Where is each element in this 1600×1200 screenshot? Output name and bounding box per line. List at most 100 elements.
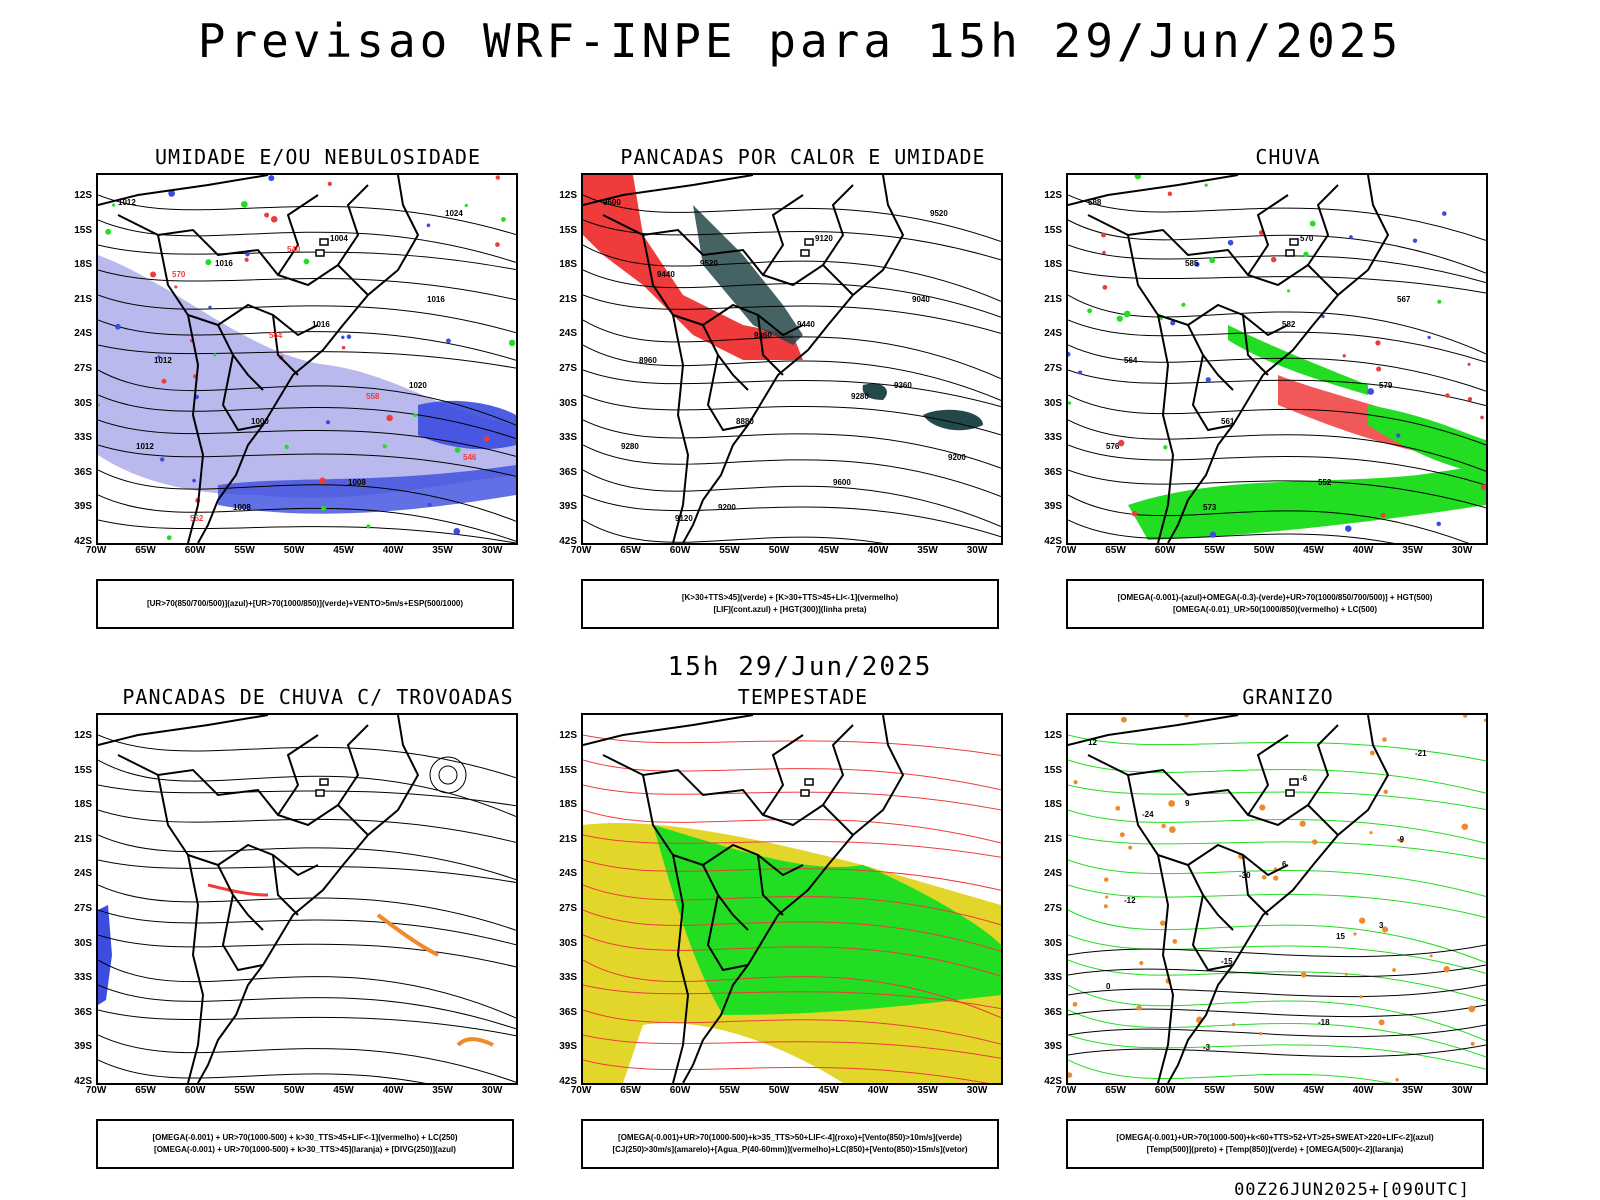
lat-tick-label: 36S (74, 1006, 92, 1018)
lat-tick-label: 21S (74, 833, 92, 845)
contour-label: -30 (1239, 871, 1251, 880)
lon-tick-label: 30W (481, 545, 503, 556)
contour-label: 9360 (754, 331, 772, 340)
contour-label: 9200 (948, 453, 966, 462)
contour-label: -21 (1415, 749, 1427, 758)
lat-tick-label: 39S (74, 501, 92, 513)
contour-label: 9520 (700, 259, 718, 268)
contour-label: 9280 (621, 442, 639, 451)
contour-label: 540 (287, 245, 301, 254)
lon-tick-label: 50W (1253, 1085, 1275, 1096)
legend-trovoadas: [OMEGA(-0.001) + UR>70(1000-500) + k>30_… (96, 1119, 514, 1169)
lat-tick-label: 18S (74, 259, 92, 271)
legend-umidade: [UR>70(850/700/500)](azul)+[UR>70(1000/8… (96, 579, 514, 629)
lat-tick-label: 42S (74, 1076, 92, 1087)
lat-tick-label: 36S (1044, 466, 1062, 478)
lat-tick-label: 33S (1044, 972, 1062, 984)
map-pancadas-calor: 9600 9520 9440 9360 9280 9200 9120 9040 8960 8880… (581, 173, 1003, 545)
main-title: Previsao WRF-INPE para 15h 29/Jun/2025 (197, 14, 1403, 68)
lon-tick-label: 70W (570, 1085, 592, 1096)
lat-tick-label: 12S (559, 190, 577, 201)
contour-label: 9440 (657, 270, 675, 279)
lat-tick-label: 24S (1044, 328, 1062, 340)
lon-tick-label: 50W (768, 1085, 790, 1096)
lon-tick-label: 45W (1303, 1085, 1324, 1096)
contour-label: 552 (190, 514, 204, 523)
lon-tick-label: 60W (1154, 545, 1176, 556)
lat-tick-label: 39S (1044, 501, 1062, 513)
map-canvas: 1012 1016 1016 1020 1012 1008 1004 1016 1012 1000… (98, 175, 516, 543)
lon-tick-label: 55W (1204, 545, 1225, 556)
contour-label: 564 (269, 331, 283, 340)
lat-tick-label: 42S (559, 536, 577, 547)
contour-label: 1012 (154, 356, 172, 365)
lon-tick-label: 55W (1204, 1085, 1225, 1096)
lat-tick-label: 27S (74, 903, 92, 914)
lat-tick-label: 27S (559, 903, 577, 914)
contour-label: 15 (1336, 932, 1345, 941)
lat-tick-label: 33S (74, 972, 92, 984)
lon-tick-label: 60W (669, 1085, 691, 1096)
lat-tick-label: 36S (559, 1006, 577, 1018)
contour-label: 9 (1185, 799, 1190, 808)
contour-label: -3 (1203, 1043, 1211, 1052)
lon-tick-label: 40W (867, 545, 889, 556)
lon-tick-label: 45W (818, 1085, 839, 1096)
lon-tick-label: 60W (669, 545, 691, 556)
lat-tick-label: 42S (1044, 1076, 1062, 1087)
lat-tick-label: 33S (1044, 432, 1062, 444)
lon-tick-label: 35W (917, 545, 938, 556)
legend-line: [CJ(250)>30m/s](amarelo)+[Agua_P(40-60mm… (612, 1145, 968, 1154)
lat-tick-label: 18S (74, 799, 92, 811)
lat-tick-label: 30S (1044, 397, 1062, 409)
contour-label: 8880 (736, 417, 754, 426)
lon-tick-label: 45W (1303, 545, 1324, 556)
lon-tick-label: 40W (1352, 545, 1374, 556)
lon-tick-label: 45W (333, 545, 354, 556)
lat-tick-label: 30S (559, 937, 577, 949)
legend-line: [OMEGA(-0.001) + UR>70(1000-500) + k>30_… (154, 1145, 456, 1154)
contour-label: 9120 (675, 514, 693, 523)
contour-label: -18 (1318, 1018, 1330, 1027)
map-canvas (583, 715, 1001, 1083)
lon-tick-label: 30W (1451, 1085, 1473, 1096)
contour-label: 1016 (427, 295, 445, 304)
map-chuva: 588 585 582 579 576 573 570 567 564 561 552 (1066, 173, 1488, 545)
lon-tick-label: 60W (184, 545, 206, 556)
panel-pancadas-calor: PANCADAS POR CALOR E UMIDADE 9600 9520 944… (559, 145, 1043, 645)
lon-tick-label: 55W (234, 545, 255, 556)
lat-tick-label: 30S (1044, 937, 1062, 949)
lat-tick-label: 33S (559, 972, 577, 984)
contour-label: -6 (1300, 774, 1308, 783)
lon-tick-label: 65W (620, 545, 641, 556)
legend-line: [K>30+TTS>45](verde) + [K>30+TTS>45+LI<-… (681, 593, 899, 602)
contour-label: 1024 (445, 209, 463, 218)
lat-tick-label: 24S (74, 328, 92, 340)
map-tempestade (581, 713, 1003, 1085)
lat-tick-label: 27S (1044, 363, 1062, 374)
legend-line: [OMEGA(-0.001)+UR>70(1000-500)+k<60+TTS>… (1116, 1133, 1434, 1142)
map-umidade: 1012 1016 1016 1020 1012 1008 1004 1016 1012 1000… (96, 173, 518, 545)
lat-tick-label: 24S (559, 328, 577, 340)
lon-tick-label: 50W (1253, 545, 1275, 556)
lon-tick-label: 55W (719, 545, 740, 556)
lat-tick-label: 30S (74, 937, 92, 949)
lat-tick-label: 18S (1044, 259, 1062, 271)
contour-label: 573 (1203, 503, 1217, 512)
lon-tick-label: 30W (1451, 545, 1473, 556)
lon-tick-label: 65W (135, 1085, 156, 1096)
lat-tick-label: 18S (1044, 799, 1062, 811)
lat-tick-label: 33S (74, 432, 92, 444)
lon-tick-label: 65W (620, 1085, 641, 1096)
lon-tick-label: 55W (234, 1085, 255, 1096)
lon-tick-label: 30W (966, 545, 988, 556)
lat-tick-label: 39S (559, 501, 577, 513)
contour-label: 570 (1300, 234, 1314, 243)
contour-label: 8960 (639, 356, 657, 365)
lon-tick-label: 40W (382, 1085, 404, 1096)
lat-tick-label: 33S (559, 432, 577, 444)
panel-title: GRANIZO (1242, 685, 1334, 709)
lat-tick-label: 15S (1044, 764, 1062, 776)
legend-line: [OMEGA(-0.001)+UR>70(1000-500)+k>35_TTS>… (618, 1133, 962, 1142)
contour-label: 1000 (251, 417, 269, 426)
